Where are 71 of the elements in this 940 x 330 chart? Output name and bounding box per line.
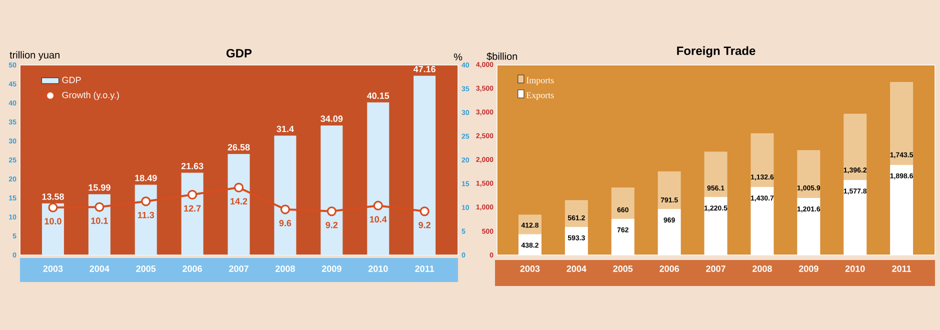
x-tick-label: 2007 bbox=[706, 266, 726, 272]
x-tick-label: 2009 bbox=[798, 266, 818, 272]
bar bbox=[750, 133, 774, 188]
bar bbox=[181, 172, 204, 255]
x-tick-label: 2004 bbox=[566, 266, 586, 272]
data-label: 34.09 bbox=[320, 116, 343, 122]
bar bbox=[890, 82, 914, 165]
legend-label: GDP bbox=[62, 76, 81, 84]
data-label: 21.63 bbox=[181, 162, 204, 170]
data-label: 10.4 bbox=[370, 216, 387, 223]
data-label: 13.58 bbox=[42, 193, 64, 200]
x-tick-label: 2010 bbox=[368, 266, 388, 272]
data-label: 11.3 bbox=[138, 212, 154, 218]
y-axis-title: trillion yuan bbox=[10, 51, 60, 60]
x-tick-label: 2011 bbox=[415, 266, 434, 272]
point bbox=[420, 206, 430, 216]
y2-axis-title: % bbox=[454, 53, 462, 60]
x-tick-label: 2008 bbox=[752, 266, 772, 272]
data-label: 40.15 bbox=[367, 92, 390, 99]
point bbox=[280, 204, 290, 214]
point bbox=[326, 206, 336, 216]
bar bbox=[88, 194, 110, 255]
bar bbox=[844, 114, 867, 180]
data-label: 9.2 bbox=[418, 222, 430, 228]
data-label: 26.58 bbox=[228, 144, 250, 150]
point bbox=[94, 202, 104, 212]
chart-title: Foreign Trade bbox=[677, 46, 756, 58]
legend-label: Imports bbox=[526, 77, 554, 86]
x-tick-label: 2008 bbox=[276, 266, 295, 272]
bar bbox=[611, 187, 634, 219]
x-tick-label: 2010 bbox=[845, 266, 865, 272]
point bbox=[373, 200, 383, 210]
chart-title: GDP bbox=[226, 48, 252, 58]
data-label: 10.0 bbox=[44, 218, 62, 224]
x-tick-label: 2006 bbox=[182, 266, 202, 272]
bar bbox=[320, 125, 343, 255]
x-tick-label: 2011 bbox=[892, 266, 912, 272]
point bbox=[234, 182, 244, 192]
data-label: 10.1 bbox=[91, 218, 108, 224]
x-tick-label: 2009 bbox=[322, 266, 342, 272]
data-label: 9.2 bbox=[326, 222, 338, 228]
x-tick-label: 2006 bbox=[660, 266, 679, 272]
x-tick-label: 2005 bbox=[136, 266, 156, 272]
point bbox=[48, 202, 58, 212]
data-label: 31.4 bbox=[276, 126, 294, 132]
bar bbox=[367, 102, 390, 255]
bar bbox=[658, 171, 681, 209]
bar bbox=[704, 152, 728, 198]
data-label: 12.7 bbox=[184, 205, 201, 212]
point bbox=[188, 190, 198, 200]
data-label: 9.6 bbox=[279, 220, 292, 226]
legend-label: Exports bbox=[526, 92, 554, 100]
bar bbox=[414, 76, 436, 255]
data-label: 15.99 bbox=[88, 184, 110, 191]
bar bbox=[564, 200, 588, 227]
data-label: 14.2 bbox=[230, 198, 248, 204]
bar bbox=[274, 136, 296, 255]
x-tick-label: 2003 bbox=[43, 266, 63, 272]
x-tick-label: 2005 bbox=[613, 266, 633, 272]
bar bbox=[797, 150, 820, 198]
x-tick-label: 2007 bbox=[229, 266, 248, 272]
bar bbox=[228, 154, 250, 255]
data-label: 47.16 bbox=[413, 66, 436, 72]
y-axis-title: $billion bbox=[486, 52, 518, 60]
legend-label: Growth (y.o.y.) bbox=[62, 92, 119, 100]
data-label: 18.49 bbox=[135, 174, 157, 182]
bar bbox=[518, 214, 542, 234]
x-tick-label: 2003 bbox=[520, 266, 540, 272]
bar bbox=[134, 184, 157, 255]
point bbox=[141, 196, 151, 206]
x-tick-label: 2004 bbox=[90, 266, 110, 272]
